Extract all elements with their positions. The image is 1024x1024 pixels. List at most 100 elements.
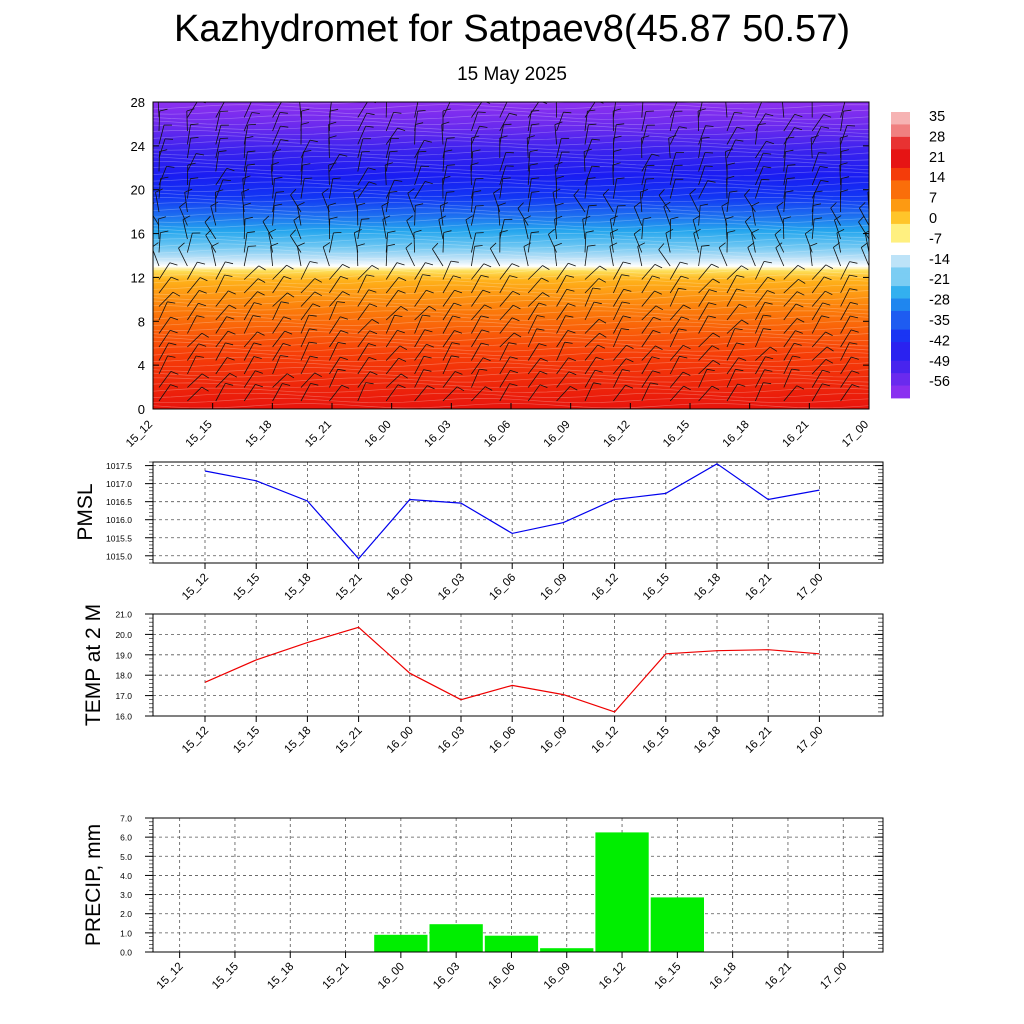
wind-barb-flag — [339, 153, 348, 157]
heatmap-y-tick-label: 20 — [131, 183, 145, 198]
wind-barb — [584, 287, 594, 307]
wind-barb-flag — [736, 288, 745, 292]
wind-barb — [811, 331, 826, 348]
wind-barb — [357, 125, 367, 145]
wind-barb — [407, 193, 415, 213]
wind-barb — [381, 205, 387, 226]
wind-barb-flag — [172, 291, 181, 297]
wind-barb-flag — [482, 289, 491, 294]
wind-barb — [613, 328, 622, 348]
wind-barb-flag — [465, 215, 474, 221]
contour-line — [153, 130, 869, 136]
wind-barb — [471, 126, 480, 145]
contour-line — [153, 233, 869, 239]
colorbar-swatch — [891, 112, 910, 119]
wind-barb-flag — [397, 127, 406, 132]
wind-barb-flag — [825, 331, 833, 336]
wind-barb-flag — [204, 215, 211, 223]
wind-barb — [465, 219, 472, 240]
wind-barb-flag — [623, 288, 632, 292]
wind-barb-flag — [304, 177, 313, 180]
wind-barb — [471, 275, 482, 294]
wind-barb — [556, 152, 562, 172]
precip-bar — [484, 935, 539, 952]
wind-barb — [442, 330, 455, 348]
wind-barb-flag — [397, 290, 406, 294]
wind-barb — [698, 315, 709, 334]
wind-barb-flag — [593, 301, 602, 305]
wind-barb-flag — [451, 99, 459, 100]
temp-panel: 16.0 17.0 18.0 19.0 20.0 21.0 15_12 15_15 15_18 1… — [82, 604, 884, 756]
colorbar-swatch — [891, 317, 910, 324]
wind-barb — [726, 319, 742, 334]
x-tick-label: 17_00 — [818, 961, 849, 992]
wind-barb-flag — [538, 302, 547, 306]
wind-barb — [840, 302, 851, 321]
wind-barb — [783, 279, 799, 294]
wind-barb-flag — [227, 330, 236, 335]
x-tick-label: 15_12 — [155, 961, 186, 992]
wind-barb-flag — [651, 153, 660, 157]
wind-barb-flag — [568, 357, 576, 362]
wind-barb-flag — [878, 154, 886, 156]
wind-barb — [243, 278, 259, 294]
wind-barb — [613, 274, 622, 294]
wind-barb — [441, 124, 444, 145]
y-tick-label: 1015.0 — [106, 551, 132, 561]
wind-barb — [243, 356, 255, 375]
wind-barb — [718, 247, 728, 267]
colorbar-label: -28 — [929, 293, 950, 309]
y-tick-label: 1016.5 — [106, 497, 132, 507]
colorbar-swatch — [891, 143, 910, 150]
colorbar-label: 0 — [929, 211, 937, 227]
wind-barb — [414, 274, 423, 294]
wind-barb — [272, 276, 285, 294]
wind-barb — [215, 274, 225, 294]
wind-barb — [215, 138, 221, 159]
wind-barb — [385, 345, 401, 361]
wind-barb-flag — [341, 384, 350, 389]
wind-barb — [552, 192, 557, 213]
wind-barb-flag — [314, 372, 322, 378]
colorbar-swatch — [891, 124, 910, 132]
wind-barb-flag — [328, 135, 337, 139]
wind-barb-flag — [473, 190, 482, 193]
x-tick-label: 15_12 — [180, 725, 211, 756]
wind-barb — [613, 289, 624, 307]
wind-barb — [321, 193, 330, 213]
wind-barb — [641, 165, 647, 186]
wind-barb — [471, 263, 485, 280]
wind-barb-flag — [823, 276, 832, 281]
wind-barb-flag — [371, 319, 380, 324]
wind-barb — [811, 369, 823, 388]
wind-barb — [296, 205, 302, 226]
wind-barb — [548, 234, 557, 253]
wind-barb-flag — [179, 201, 186, 208]
colorbar-swatch — [891, 360, 910, 368]
wind-barb — [300, 110, 302, 132]
wind-barb — [243, 151, 248, 172]
y-tick-label: 1015.5 — [106, 533, 132, 543]
wind-barb-flag — [591, 165, 600, 168]
wind-barb — [783, 165, 788, 186]
wind-barb-flag — [588, 204, 597, 207]
wind-barb-flag — [610, 229, 618, 234]
wind-barb — [357, 265, 373, 280]
wind-barb — [499, 317, 513, 334]
wind-barb — [782, 102, 785, 118]
wind-barb-flag — [570, 385, 578, 391]
wind-barb-flag — [160, 230, 169, 233]
colorbar-swatch — [891, 391, 910, 399]
wind-barb — [776, 206, 785, 226]
wind-barb — [663, 206, 671, 226]
wind-barb — [556, 371, 570, 388]
wind-barb — [868, 157, 869, 158]
wind-barb — [442, 371, 456, 388]
colorbar-label: 35 — [929, 109, 945, 125]
wind-barb — [272, 112, 281, 132]
wind-barb-flag — [357, 202, 366, 206]
contour-line — [153, 145, 869, 151]
heatmap-y-tick-label: 24 — [131, 139, 145, 154]
wind-barb-flag — [616, 123, 625, 126]
pmsl-panel: 1015.0 1015.5 1016.0 1016.5 1017.0 1017.5 15_1… — [74, 461, 884, 603]
